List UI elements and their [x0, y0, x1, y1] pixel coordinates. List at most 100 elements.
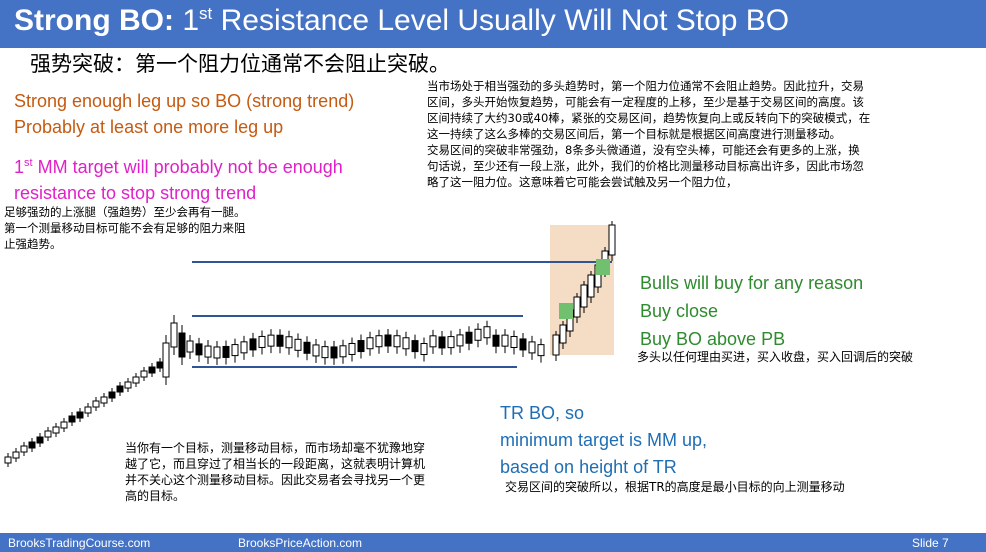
- cn-right-line-1: 当市场处于相当强劲的多头趋势时，第一个阻力位通常不会阻止趋势。因此拉升，交易: [427, 79, 864, 93]
- candle-body: [60, 421, 68, 429]
- candle-body: [140, 370, 148, 378]
- magenta-line-1: 1st MM target will probably not be enoug…: [14, 150, 343, 180]
- blue-line-2: minimum target is MM up,: [500, 430, 708, 450]
- candle-body: [231, 344, 239, 357]
- candle-body: [76, 411, 84, 419]
- candle-body: [294, 338, 302, 351]
- cn-bottom-left-line-3: 并不关心这个测量移动目标。因此交易者会寻找另一个更: [125, 473, 426, 487]
- candle-body: [552, 334, 560, 356]
- chinese-title: 强势突破：第一个阻力位通常不会阻止突破。: [30, 52, 450, 76]
- candle-body: [276, 334, 284, 347]
- cn-right-line-2: 区间，多头开始恢复趋势，可能会有一定程度的上移，至少是基于交易区间的高度。该: [427, 95, 864, 109]
- candle-body: [4, 456, 12, 464]
- cn-bottom-left-note: 当你有一个目标，测量移动目标，而市场却毫不犹豫地穿 越了它，而且穿过了相当长的一…: [125, 440, 425, 504]
- candle-body: [348, 342, 356, 355]
- candle-body: [92, 400, 100, 408]
- candle-body: [132, 376, 140, 384]
- green-highlight-bar: [596, 259, 610, 275]
- footer-right: Slide 7: [912, 536, 949, 550]
- orange-line-1: Strong enough leg up so BO (strong trend…: [14, 91, 355, 111]
- candle-body: [52, 426, 60, 434]
- magenta-line-1-rest: MM target will probably not be enough: [37, 157, 343, 177]
- candle-body: [528, 341, 536, 354]
- candle-body: [580, 284, 588, 308]
- candle-body: [116, 385, 124, 393]
- candle-body: [366, 337, 374, 350]
- cn-left-note: 足够强劲的上涨腿（强趋势）至少会再有一腿。 第一个测量移动目标可能不会有足够的阻…: [4, 204, 246, 252]
- candle-body: [156, 361, 164, 369]
- candle-body: [537, 344, 545, 357]
- candle-body: [393, 335, 401, 348]
- candle-body: [420, 343, 428, 356]
- candle-body: [330, 346, 338, 359]
- candle-body: [213, 346, 221, 359]
- candle-body: [492, 334, 500, 347]
- candle-body: [411, 340, 419, 353]
- candle-body: [429, 335, 437, 348]
- candle-body: [474, 328, 482, 341]
- candle-body: [68, 415, 76, 423]
- green-cn-note: 多头以任何理由买进，买入收盘，买入回调后的突破: [637, 350, 914, 364]
- candle-body: [124, 381, 132, 389]
- green-note: Bulls will buy for any reason Buy close …: [640, 269, 863, 353]
- cn-left-line-2: 第一个测量移动目标可能不会有足够的阻力来阻: [4, 221, 246, 235]
- candle-body: [375, 335, 383, 348]
- cn-bottom-left-line-1: 当你有一个目标，测量移动目标，而市场却毫不犹豫地穿: [125, 441, 426, 455]
- title-sup: st: [199, 4, 213, 23]
- candle-body: [608, 224, 616, 256]
- candle-body: [447, 336, 455, 349]
- candle-body: [12, 451, 20, 459]
- blue-line-1: TR BO, so: [500, 403, 585, 423]
- green-line-2: Buy close: [640, 301, 719, 321]
- candle-body: [178, 332, 186, 358]
- candle-body: [465, 331, 473, 344]
- candle-body: [100, 396, 108, 404]
- cn-bottom-left-line-4: 高的目标。: [125, 489, 186, 503]
- title-bold: Strong BO:: [14, 4, 174, 37]
- footer-left: BrooksTradingCourse.com: [8, 536, 151, 550]
- candle-body: [402, 337, 410, 350]
- orange-note: Strong enough leg up so BO (strong trend…: [14, 88, 354, 140]
- candle-body: [312, 344, 320, 357]
- candle-body: [285, 336, 293, 349]
- blue-line-3: based on height of TR: [500, 457, 677, 477]
- candle-body: [587, 274, 595, 298]
- orange-line-2: Probably at least one more leg up: [14, 117, 284, 137]
- footer-mid: BrooksPriceAction.com: [238, 536, 363, 550]
- cn-right-line-6: 句话说，至少还有一段上涨，此外，我们的价格比测量移动目标高出许多，因此市场忽: [427, 159, 864, 173]
- magenta-sup: st: [24, 157, 33, 169]
- candle-body: [148, 366, 156, 374]
- candle-body: [303, 341, 311, 354]
- title-rest: Resistance Level Usually Will Not Stop B…: [220, 4, 790, 37]
- green-line-1: Bulls will buy for any reason: [640, 273, 864, 293]
- candle-body: [170, 322, 178, 348]
- green-highlight-bar: [559, 303, 573, 319]
- candle-body: [108, 391, 116, 399]
- cn-right-note: 当市场处于相当强劲的多头趋势时，第一个阻力位通常不会阻止趋势。因此拉升，交易 区…: [427, 78, 870, 190]
- price-chart: [4, 221, 616, 467]
- candle-body: [20, 445, 28, 453]
- candle-body: [162, 342, 170, 378]
- candle-body: [339, 345, 347, 358]
- cn-bottom-left-line-2: 越了它，而且穿过了相当长的一段距离，这就表明计算机: [125, 457, 426, 471]
- candle-body: [384, 334, 392, 347]
- candle-body: [559, 324, 567, 344]
- candle-body: [84, 406, 92, 414]
- candle-body: [573, 296, 581, 318]
- title-bar: Strong BO: 1st Resistance Level Usually …: [0, 0, 986, 48]
- cn-right-line-3: 区间持续了大约30或40棒，紧张的交易区间，趋势恢复向上或反转向下的突破模式，在: [427, 111, 871, 125]
- magenta-note: 1st MM target will probably not be enoug…: [14, 150, 343, 206]
- green-line-3: Buy BO above PB: [640, 329, 786, 349]
- blue-note: TR BO, so minimum target is MM up, based…: [500, 400, 707, 481]
- cn-right-line-5: 交易区间的突破非常强劲，8条多头微通道，没有空头棒，可能还会有更多的上涨，换: [427, 143, 860, 157]
- magenta-num: 1: [14, 157, 25, 177]
- candle-body: [357, 340, 365, 353]
- candle-body: [195, 343, 203, 356]
- cn-right-line-7: 略了这一阻力位。这意味着它可能会尝试触及另一个阻力位，: [427, 175, 738, 189]
- candle-body: [36, 436, 44, 444]
- candle-body: [258, 335, 266, 348]
- candle-body: [240, 341, 248, 354]
- candle-body: [267, 334, 275, 347]
- candle-body: [44, 430, 52, 438]
- candle-body: [321, 346, 329, 359]
